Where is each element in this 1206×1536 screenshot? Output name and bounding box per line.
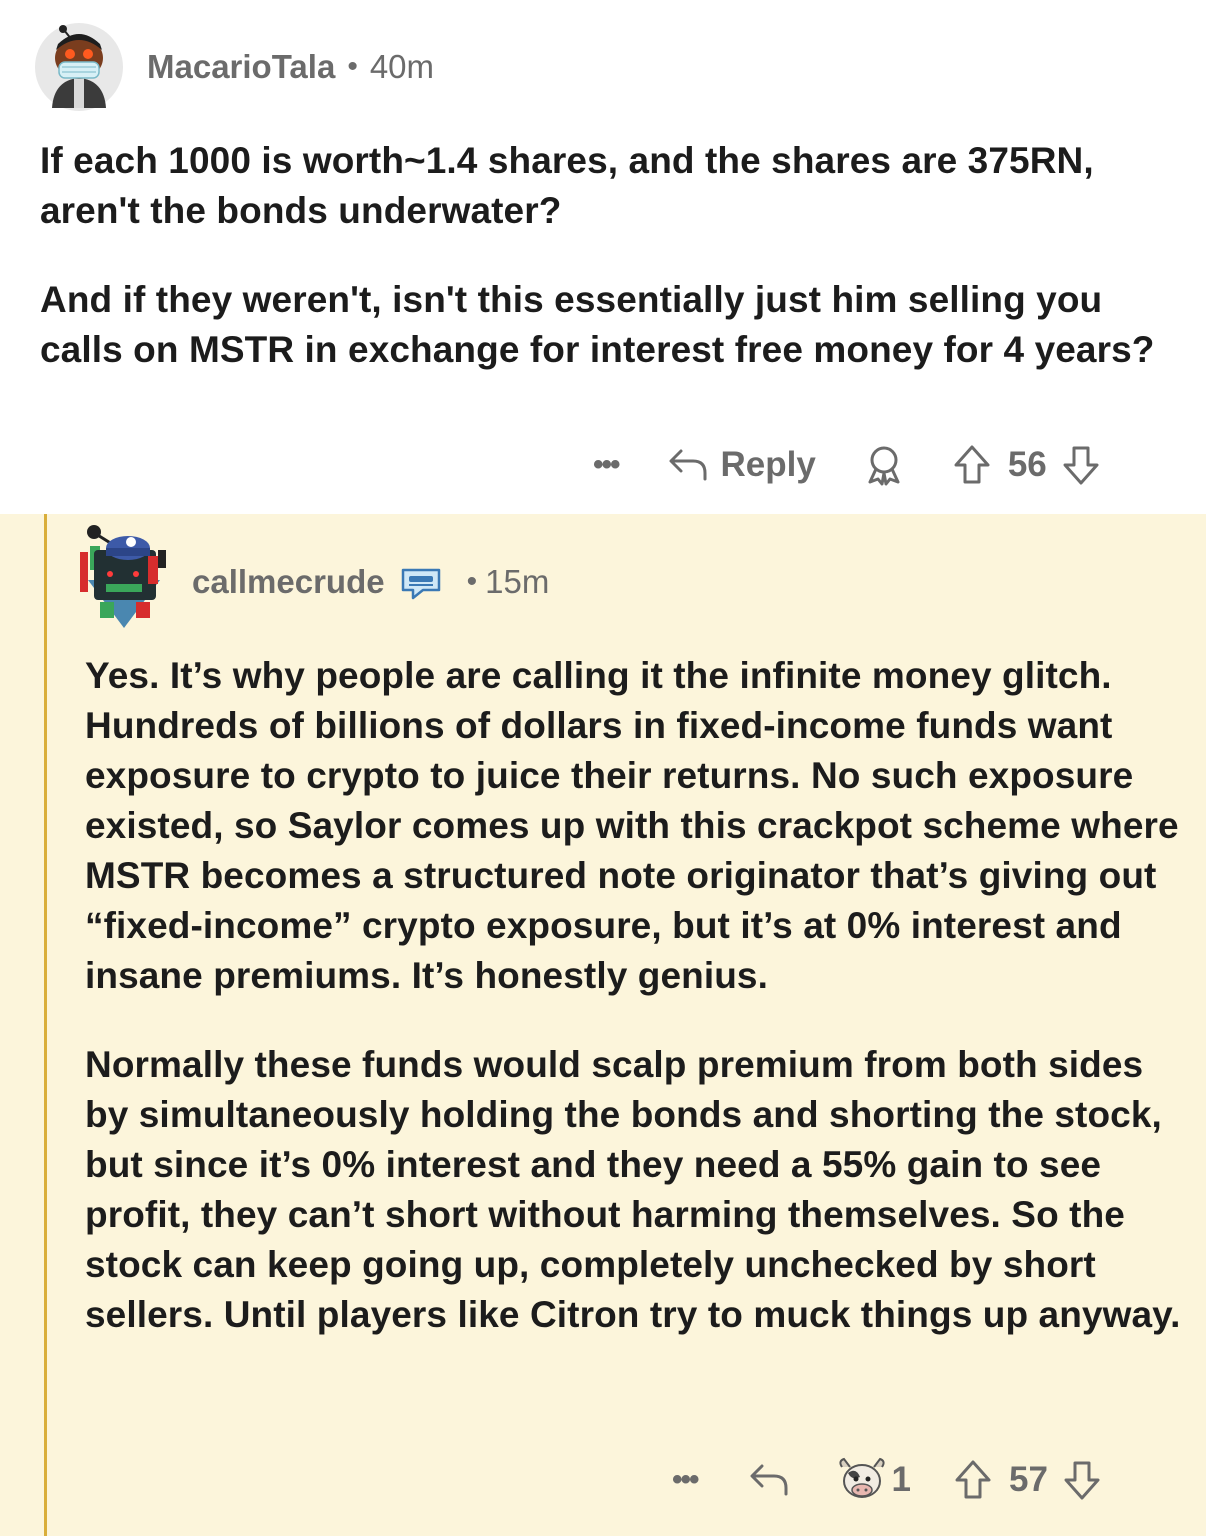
separator-dot: •: [466, 565, 478, 598]
username[interactable]: callmecrude: [192, 563, 385, 600]
vote-score: 57: [1008, 1460, 1048, 1499]
username[interactable]: MacarioTala: [147, 48, 336, 85]
award-icon[interactable]: [864, 444, 904, 486]
downvote-icon[interactable]: [1062, 1459, 1102, 1501]
upvote-icon[interactable]: [952, 444, 992, 486]
reply-label: Reply: [720, 445, 816, 484]
user-flair-icon: [401, 568, 440, 600]
timestamp: 40m: [369, 48, 435, 85]
more-options-icon[interactable]: •••: [672, 1463, 699, 1496]
reply-arrow-icon: [669, 449, 707, 481]
comment-paragraph: Normally these funds would scalp premium…: [85, 1044, 1181, 1335]
cow-award-icon[interactable]: [836, 1457, 888, 1503]
comment-paragraph: Yes. It’s why people are calling it the …: [85, 655, 1179, 996]
comment-actions: ••• 1 57: [672, 1455, 1102, 1505]
downvote-icon[interactable]: [1061, 444, 1101, 486]
comment-paragraph: And if they weren't, isn't this essentia…: [40, 279, 1155, 370]
award-count: 1: [891, 1460, 911, 1499]
comment-body: Yes. It’s why people are calling it the …: [85, 651, 1185, 1340]
user-avatar[interactable]: [34, 22, 124, 112]
comment-meta: MacarioTala • 40m: [147, 48, 434, 86]
thread-line[interactable]: [44, 514, 47, 1536]
separator-dot: •: [347, 50, 358, 83]
comment-body: If each 1000 is worth~1.4 shares, and th…: [40, 136, 1180, 375]
comment-meta: callmecrude • 15m: [192, 563, 549, 601]
timestamp: 15m: [485, 563, 550, 600]
reply-button[interactable]: [748, 1460, 792, 1500]
reply-button[interactable]: Reply: [667, 445, 864, 485]
comment-callmecrude: [0, 514, 1206, 1536]
comment-macariotala: MacarioTala • 40m If each 1000 is worth~…: [0, 0, 1206, 514]
vote-score: 56: [1007, 445, 1047, 484]
user-avatar[interactable]: [76, 520, 172, 630]
more-options-icon[interactable]: •••: [593, 448, 620, 481]
comment-actions: ••• Reply 56: [593, 440, 1101, 490]
upvote-icon[interactable]: [953, 1459, 993, 1501]
comment-paragraph: If each 1000 is worth~1.4 shares, and th…: [40, 140, 1094, 231]
